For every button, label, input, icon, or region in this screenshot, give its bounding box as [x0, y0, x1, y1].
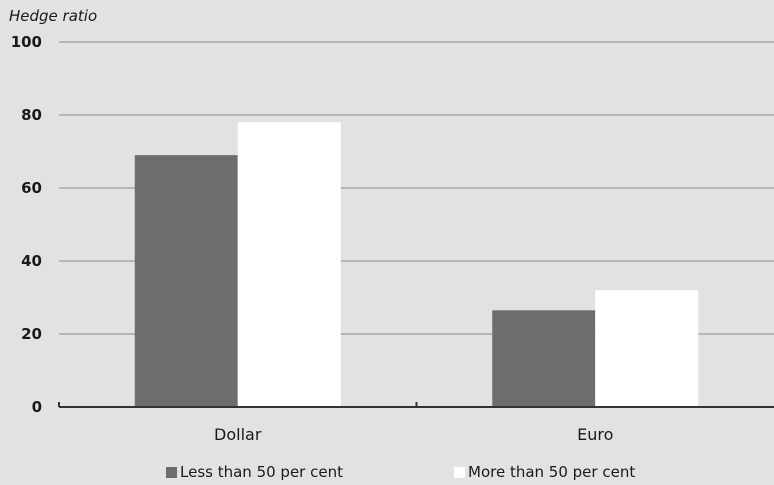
legend: Less than 50 per cent More than 50 per c… [0, 463, 774, 485]
y-tick-label: 100 [11, 33, 42, 51]
bars [134, 122, 699, 408]
y-tick-label: 0 [32, 398, 42, 416]
bar-euro-series-2 [595, 290, 699, 407]
legend-label-more: More than 50 per cent [468, 463, 636, 481]
bar-dollar-series-2 [237, 122, 341, 408]
legend-label-less: Less than 50 per cent [180, 463, 343, 481]
x-category-label: Dollar [214, 425, 262, 444]
x-category-label: Euro [577, 425, 613, 444]
legend-swatch-less [166, 466, 177, 478]
y-tick-label: 20 [21, 325, 42, 343]
y-tick-labels: 0 20 40 60 80 100 [11, 33, 42, 416]
y-tick-label: 40 [21, 252, 42, 270]
y-axis-title: Hedge ratio [9, 7, 97, 25]
y-tick-label: 80 [21, 106, 42, 124]
x-axis: Dollar Euro [58, 402, 774, 444]
y-tick-label: 60 [21, 179, 42, 197]
bar-chart: Hedge ratio 0 20 40 60 80 100 Dollar Euro [9, 7, 774, 444]
legend-swatch-more [454, 466, 465, 478]
legend-item-less: Less than 50 per cent [166, 463, 343, 481]
bar-dollar-series-1 [134, 155, 238, 407]
legend-item-more: More than 50 per cent [454, 463, 635, 481]
bar-euro-series-1 [492, 310, 596, 407]
